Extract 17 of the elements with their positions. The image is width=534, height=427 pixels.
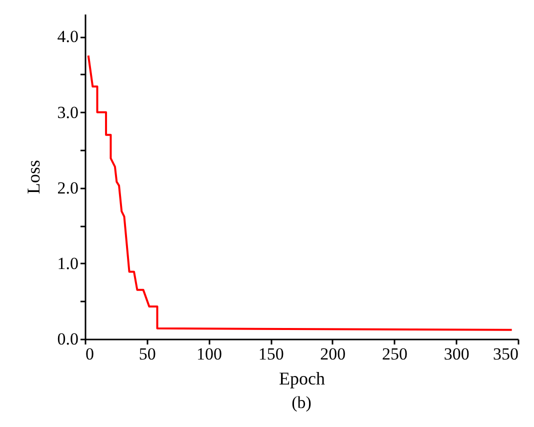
x-tick-label: 50: [138, 344, 156, 364]
y-tick-label: 2.0: [57, 178, 78, 198]
x-tick-label: 250: [382, 344, 408, 364]
line-series: [87, 54, 513, 331]
x-tick-label: 0: [86, 344, 94, 364]
y-tick-label: 1.0: [57, 254, 78, 273]
y-axis-title: Loss: [23, 160, 44, 194]
x-tick-label: 300: [444, 344, 470, 364]
x-axis-title: Epoch: [279, 368, 325, 388]
x-tick-label: 150: [258, 344, 284, 364]
x-tick-label: 100: [196, 344, 222, 364]
y-tick-label: 4.0: [57, 27, 78, 46]
x-tick-label: 350: [493, 344, 518, 364]
y-tick-label: 3.0: [57, 102, 78, 122]
text: (b): [290, 393, 312, 413]
x-tick-label: 200: [320, 344, 346, 364]
y-tick-label: 0.0: [57, 330, 78, 348]
